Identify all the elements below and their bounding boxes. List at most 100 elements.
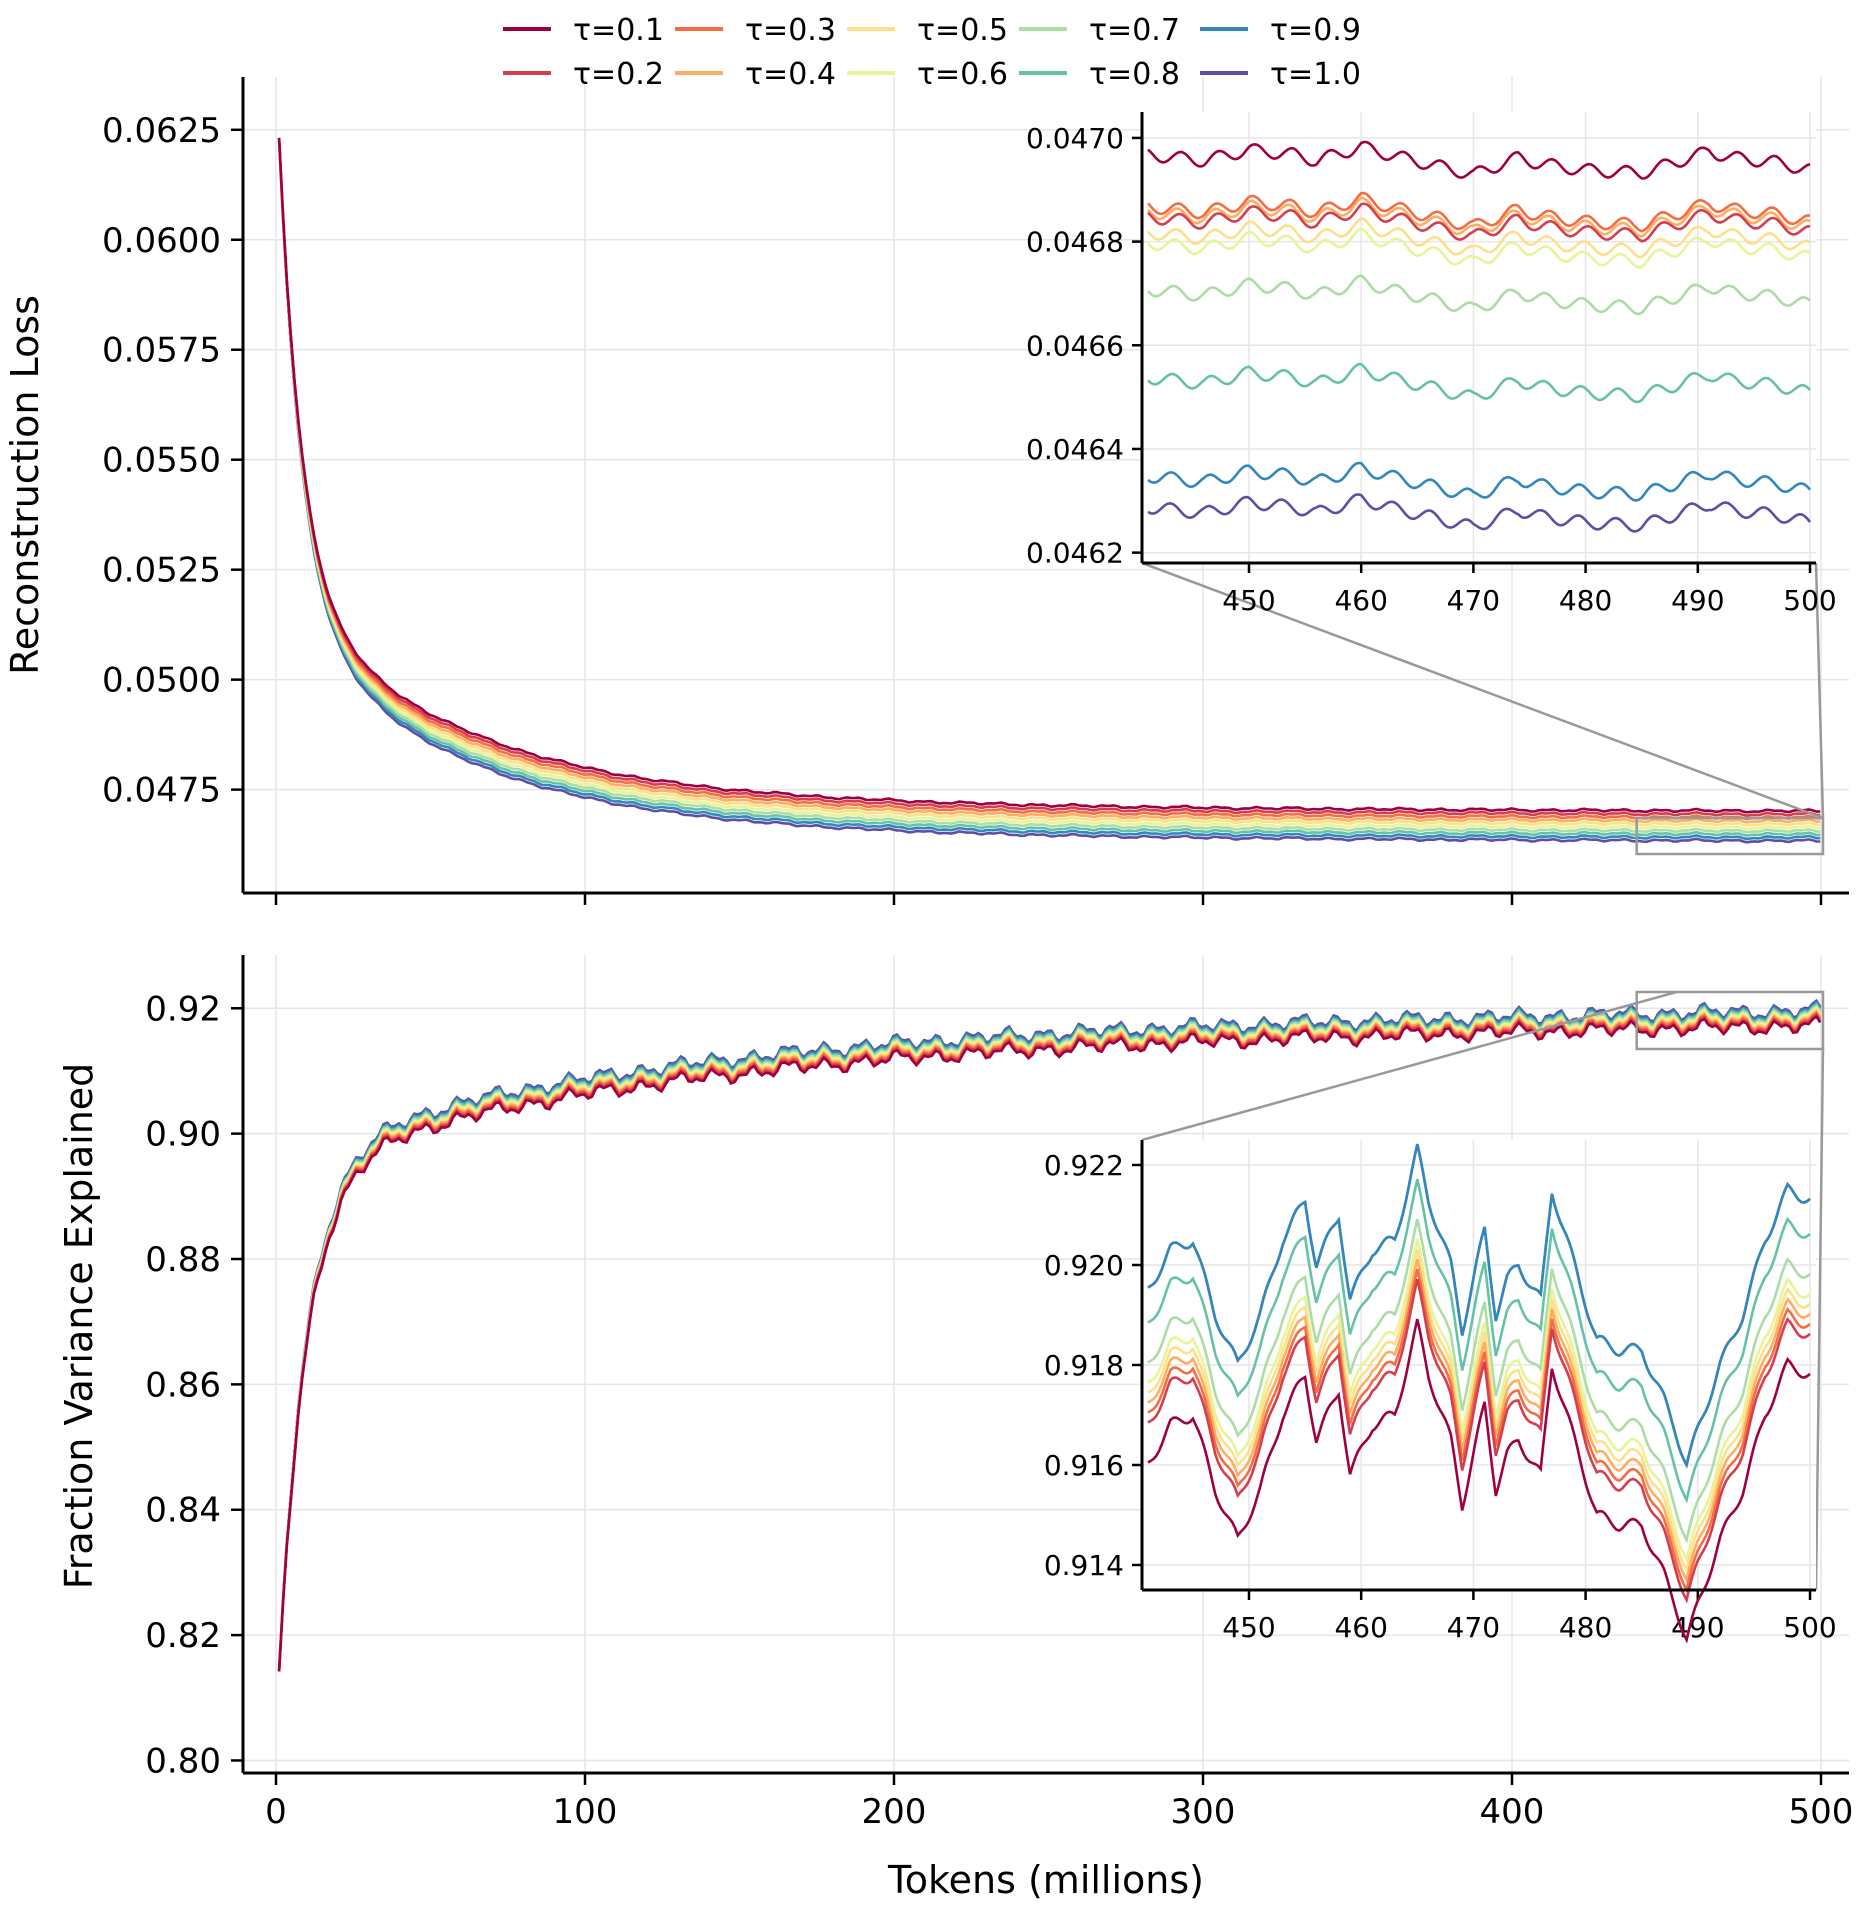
top-inset-ytick-label: 0.0464 bbox=[1026, 433, 1124, 466]
top-zoom-box bbox=[1635, 816, 1825, 856]
top-inset: 450 460 470 480 490 500 0.0462 0.0464 0.0466 0.04… bbox=[1026, 112, 1837, 617]
legend-item: τ=0.6 bbox=[847, 57, 1008, 92]
top-series-τ=0.5 bbox=[277, 138, 1821, 827]
legend-item: τ=0.8 bbox=[1019, 57, 1180, 92]
bottom-connector bbox=[1141, 990, 1678, 1142]
top-inset-series-τ=0.8 bbox=[1147, 362, 1811, 404]
bottom-inset-series-τ=0.5 bbox=[1147, 1248, 1811, 1574]
top-series-τ=0.8 bbox=[277, 139, 1821, 837]
bottom-ytick-label: 0.90 bbox=[145, 1115, 221, 1155]
legend: τ=0.1 τ=0.2 τ=0.3 τ=0.4 τ=0.5 τ=0.6 τ=0.7 τ=0.8… bbox=[503, 13, 1361, 92]
bottom-inset-xtick-label: 500 bbox=[1783, 1611, 1836, 1644]
bottom-inset: 450 460 470 480 490 500 0.914 0.916 0.918 0.920 0.… bbox=[1044, 1140, 1837, 1644]
bottom-series-τ=0.1 bbox=[277, 1014, 1822, 1672]
legend-item: τ=0.9 bbox=[1200, 13, 1361, 48]
legend-label: τ=0.8 bbox=[1089, 57, 1180, 92]
top-inset-series-τ=0.5 bbox=[1147, 216, 1811, 259]
top-y-axis-label: Reconstruction Loss bbox=[3, 295, 47, 675]
top-inset-xtick-label: 490 bbox=[1671, 584, 1724, 617]
bottom-inset-series-τ=0.1 bbox=[1147, 1318, 1811, 1644]
bottom-inset-xtick-label: 470 bbox=[1447, 1611, 1500, 1644]
top-ytick-label: 0.0600 bbox=[102, 221, 221, 261]
top-inset-series-τ=0.6 bbox=[1147, 227, 1811, 269]
bottom-ytick-label: 0.88 bbox=[145, 1240, 221, 1280]
legend-item: τ=1.0 bbox=[1200, 57, 1361, 92]
bottom-inset-series-τ=0.2 bbox=[1147, 1278, 1811, 1604]
top-inset-ytick-label: 0.0462 bbox=[1026, 537, 1124, 570]
legend-label: τ=0.5 bbox=[917, 13, 1008, 48]
top-inset-bg bbox=[1142, 112, 1816, 563]
bottom-inset-ytick-label: 0.920 bbox=[1044, 1249, 1124, 1282]
bottom-inset-ytick-label: 0.914 bbox=[1044, 1549, 1124, 1582]
legend-item: τ=0.2 bbox=[503, 57, 664, 92]
top-series-τ=1.0 bbox=[277, 139, 1821, 844]
top-ytick-label: 0.0525 bbox=[102, 551, 221, 591]
bottom-inset-ytick-label: 0.916 bbox=[1044, 1449, 1124, 1482]
top-inset-series-τ=0.1 bbox=[1147, 140, 1811, 180]
bottom-ytick-label: 0.84 bbox=[145, 1491, 221, 1531]
legend-label: τ=0.3 bbox=[745, 13, 836, 48]
bottom-inset-xtick-label: 480 bbox=[1559, 1611, 1612, 1644]
top-inset-xtick-label: 470 bbox=[1447, 584, 1500, 617]
top-inset-series-τ=0.7 bbox=[1147, 274, 1811, 316]
top-connector bbox=[1814, 562, 1825, 819]
legend-item: τ=0.4 bbox=[675, 57, 836, 92]
top-series-τ=0.3 bbox=[277, 138, 1821, 821]
top-loss-series bbox=[277, 137, 1821, 844]
legend-label: τ=0.1 bbox=[573, 13, 664, 48]
top-inset-xtick-label: 460 bbox=[1334, 584, 1387, 617]
top-inset-xtick-label: 500 bbox=[1783, 584, 1836, 617]
top-series-τ=0.4 bbox=[277, 138, 1821, 824]
bottom-y-axis-label: Fraction Variance Explained bbox=[57, 1063, 101, 1590]
bottom-xtick-label: 300 bbox=[1171, 1792, 1236, 1832]
top-inset-series-τ=0.2 bbox=[1147, 202, 1811, 243]
top-inset-ytick-label: 0.0470 bbox=[1026, 122, 1124, 155]
legend-label: τ=1.0 bbox=[1270, 57, 1361, 92]
bottom-inset-xtick-label: 490 bbox=[1671, 1611, 1724, 1644]
legend-label: τ=0.7 bbox=[1089, 13, 1180, 48]
legend-label: τ=0.6 bbox=[917, 57, 1008, 92]
top-ytick-label: 0.0625 bbox=[102, 111, 221, 151]
bottom-xtick-label: 200 bbox=[862, 1792, 927, 1832]
bottom-ytick-label: 0.92 bbox=[145, 989, 221, 1029]
top-inset-series-τ=0.3 bbox=[1147, 191, 1811, 233]
legend-label: τ=0.9 bbox=[1270, 13, 1361, 48]
legend-item: τ=0.1 bbox=[503, 13, 664, 48]
top-inset-ytick-label: 0.0468 bbox=[1026, 226, 1124, 259]
legend-item: τ=0.5 bbox=[847, 13, 1008, 48]
bottom-xtick-label: 500 bbox=[1789, 1792, 1854, 1832]
top-inset-xtick-label: 480 bbox=[1559, 584, 1612, 617]
bottom-inset-series-τ=0.7 bbox=[1147, 1218, 1811, 1544]
top-series-τ=0.2 bbox=[277, 137, 1821, 818]
top-ytick-label: 0.0550 bbox=[102, 441, 221, 481]
bottom-inset-series-τ=0.3 bbox=[1147, 1268, 1811, 1594]
bottom-fve-series bbox=[277, 998, 1822, 1672]
top-inset-series-τ=0.4 bbox=[1147, 196, 1811, 238]
bottom-ytick-label: 0.86 bbox=[145, 1365, 221, 1405]
legend-label: τ=0.2 bbox=[573, 57, 664, 92]
top-ytick-label: 0.0575 bbox=[102, 331, 221, 371]
bottom-xtick-label: 100 bbox=[553, 1792, 618, 1832]
top-inset-series-τ=1.0 bbox=[1147, 493, 1812, 533]
legend-item: τ=0.3 bbox=[675, 13, 836, 48]
bottom-zoom-box bbox=[1635, 990, 1825, 1051]
top-inset-xtick-label: 450 bbox=[1222, 584, 1275, 617]
top-series-τ=0.6 bbox=[277, 138, 1821, 831]
top-axes: 0.0475 0.0500 0.0525 0.0550 0.0575 0.0600 0.06… bbox=[102, 77, 1849, 905]
bottom-ytick-label: 0.80 bbox=[145, 1741, 221, 1781]
top-ytick-label: 0.0500 bbox=[102, 661, 221, 701]
bottom-inset-xtick-label: 450 bbox=[1222, 1611, 1275, 1644]
bottom-inset-xtick-label: 460 bbox=[1334, 1611, 1387, 1644]
top-series-τ=0.9 bbox=[277, 139, 1821, 841]
bottom-ytick-label: 0.82 bbox=[145, 1616, 221, 1656]
bottom-inset-ytick-label: 0.918 bbox=[1044, 1349, 1124, 1382]
top-connector bbox=[1141, 561, 1824, 820]
top-ytick-label: 0.0475 bbox=[102, 771, 221, 811]
top-inset-ytick-label: 0.0466 bbox=[1026, 329, 1124, 362]
top-series-τ=0.1 bbox=[277, 137, 1821, 814]
bottom-inset-series-τ=0.9 bbox=[1147, 1143, 1811, 1469]
top-series-τ=0.7 bbox=[277, 139, 1821, 834]
bottom-inset-series-τ=0.8 bbox=[1147, 1178, 1811, 1504]
bottom-connector bbox=[1814, 1048, 1825, 1591]
